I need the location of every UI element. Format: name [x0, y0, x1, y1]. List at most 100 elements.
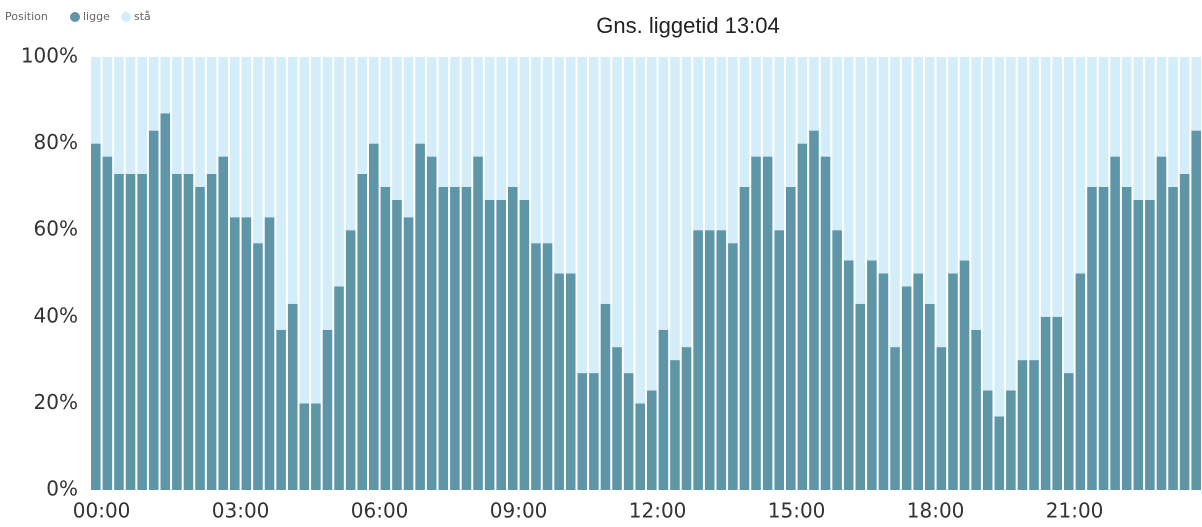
bar-segment	[1064, 373, 1074, 490]
bar-segment	[901, 57, 912, 287]
bar-segment	[206, 57, 217, 174]
bar-segment	[936, 347, 947, 490]
bar-segment	[1029, 57, 1039, 361]
bar-segment	[786, 186, 796, 490]
bar-segment	[762, 156, 773, 490]
bar-segment	[855, 57, 866, 304]
bar-segment	[264, 57, 275, 218]
bar-segment	[913, 57, 923, 274]
x-tick-label: 21:00	[1046, 499, 1104, 523]
bar-segment	[415, 57, 425, 144]
bar-segment	[531, 243, 541, 490]
bar-segment	[670, 360, 680, 490]
bar-segment	[1075, 57, 1086, 274]
bar-segment	[241, 217, 252, 490]
bar-segment	[426, 156, 437, 490]
legend-label: stå	[134, 10, 151, 23]
bar-segment	[681, 347, 692, 490]
bar-segment	[704, 230, 715, 490]
bar-segment	[334, 286, 344, 490]
bar-segment	[612, 347, 622, 490]
bar-segment	[450, 186, 460, 490]
x-tick-label: 06:00	[351, 499, 409, 523]
bar-segment	[1168, 57, 1178, 187]
bar-segment	[1191, 57, 1201, 131]
bar-segment	[1145, 57, 1155, 200]
bar-segment	[1040, 57, 1051, 317]
bar-segment	[508, 57, 518, 187]
y-tick-label: 0%	[46, 477, 78, 501]
bar-segment	[751, 156, 761, 490]
bar-segment	[1110, 156, 1120, 490]
bar-segment	[160, 113, 171, 490]
bar-segment	[415, 143, 425, 490]
bar-segment	[589, 373, 599, 490]
legend-swatch	[121, 12, 131, 22]
bar-segment	[809, 130, 819, 491]
x-tick-label: 15:00	[768, 499, 826, 523]
x-tick-label: 12:00	[629, 499, 687, 523]
bar-segment	[786, 57, 796, 187]
bar-segment	[380, 186, 391, 490]
bar-segment	[125, 57, 136, 174]
bar-segment	[345, 57, 356, 231]
bar-segment	[276, 329, 286, 490]
bar-segment	[91, 143, 101, 490]
bar-segment	[994, 57, 1005, 417]
bar-segment	[890, 347, 900, 490]
bar-segment	[276, 57, 286, 330]
bar-segment	[600, 57, 611, 304]
bar-segment	[843, 260, 854, 490]
bar-segment	[913, 273, 923, 490]
bar-segment	[311, 57, 321, 404]
bar-segment	[1017, 360, 1028, 490]
bar-segment	[461, 57, 472, 187]
bar-segment	[565, 273, 576, 490]
bar-segment	[218, 57, 228, 157]
bar-segment	[1110, 57, 1120, 157]
bar-segment	[496, 199, 506, 490]
y-tick-label: 60%	[34, 217, 78, 241]
bar-segment	[380, 57, 391, 187]
bar-segment	[577, 373, 588, 490]
bar-segment	[878, 273, 889, 490]
bar-segment	[322, 57, 333, 330]
bar-segment	[473, 156, 483, 490]
bar-segment	[137, 57, 147, 174]
bar-segment	[91, 57, 101, 144]
bar-segment	[519, 57, 530, 200]
bar-segment	[948, 57, 958, 274]
bar-segment	[114, 173, 124, 490]
bar-segment	[519, 199, 530, 490]
bar-segment	[716, 57, 727, 231]
bar-segment	[797, 143, 808, 490]
bar-segment	[114, 57, 124, 174]
bar-segment	[1098, 57, 1109, 187]
y-tick-label: 80%	[34, 130, 78, 154]
bar-segment	[102, 156, 113, 490]
bar-segment	[878, 57, 889, 274]
bar-segment	[426, 57, 437, 157]
bar-segment	[959, 57, 970, 261]
bar-segment	[728, 243, 738, 490]
bar-segment	[832, 57, 842, 231]
bar-segment	[600, 303, 611, 490]
y-tick-label: 40%	[34, 303, 78, 327]
bar-segment	[1040, 316, 1051, 490]
bar-segment	[1006, 390, 1016, 490]
bar-segment	[647, 57, 657, 391]
bar-segment	[484, 199, 495, 490]
bar-segment	[450, 57, 460, 187]
bar-segment	[508, 186, 518, 490]
bar-segment	[774, 230, 784, 490]
bar-segment	[183, 57, 194, 174]
bar-segment	[843, 57, 854, 261]
bar-segment	[994, 416, 1005, 490]
bar-segment	[635, 403, 645, 490]
bar-segment	[1168, 186, 1178, 490]
bar-segment	[832, 230, 842, 490]
bar-segment	[948, 273, 958, 490]
bar-segment	[820, 156, 831, 490]
bar-segment	[183, 173, 194, 490]
bar-segment	[1156, 57, 1167, 157]
